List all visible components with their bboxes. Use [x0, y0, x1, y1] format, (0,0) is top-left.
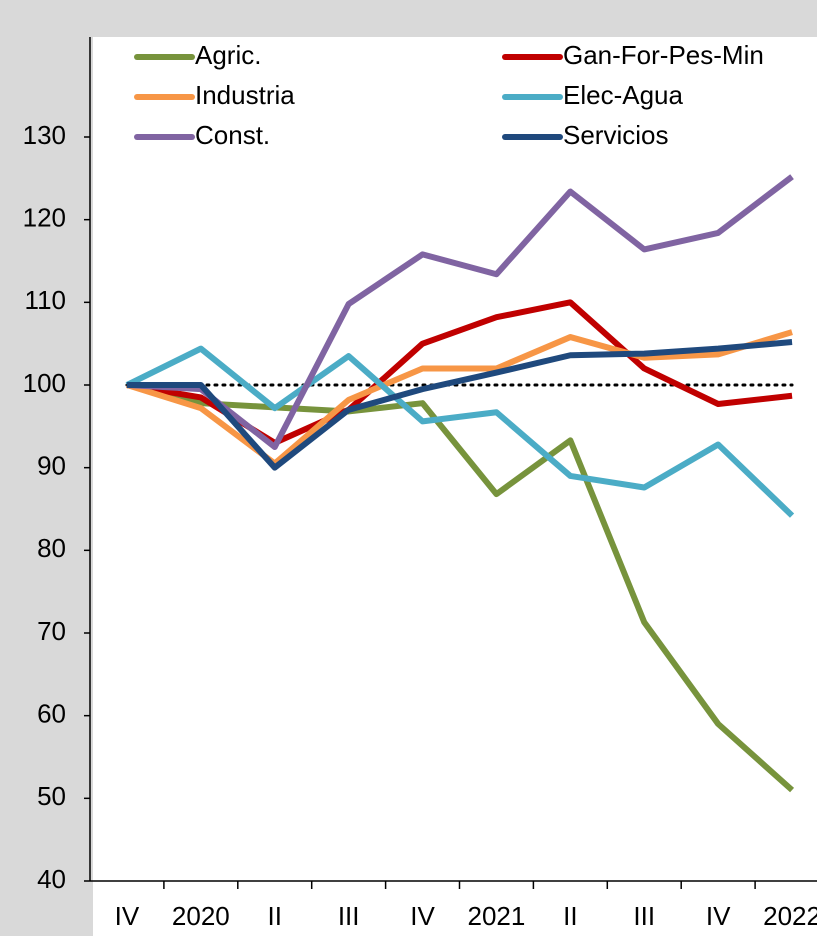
- series-line: [126, 174, 794, 450]
- y-tick-label: 50: [37, 781, 66, 811]
- series-line: [126, 339, 793, 471]
- x-tick-label: IV: [115, 901, 140, 931]
- x-tick-label: IV: [410, 901, 435, 931]
- y-tick-label: 70: [37, 616, 66, 646]
- legend-label: Const.: [195, 120, 270, 150]
- x-tick-label: 2020: [172, 901, 230, 931]
- y-tick-label: 60: [37, 699, 66, 729]
- legend-label: Agric.: [195, 40, 261, 70]
- series-line: [125, 345, 795, 518]
- x-tick-label: 2022: [763, 901, 817, 931]
- legend-label: Gan-For-Pes-Min: [563, 40, 764, 70]
- y-tick-label: 120: [23, 203, 66, 233]
- y-tick-label: 130: [23, 120, 66, 150]
- y-tick-label: 90: [37, 451, 66, 481]
- series-line: [126, 329, 793, 467]
- legend-label: Industria: [195, 80, 295, 110]
- legend-label: Servicios: [563, 120, 668, 150]
- series-line: [126, 382, 795, 793]
- x-tick-label: III: [338, 901, 360, 931]
- x-tick-label: 2021: [468, 901, 526, 931]
- y-tick-label: 110: [25, 285, 66, 315]
- plot-area: [93, 37, 817, 936]
- x-tick-label: II: [563, 901, 577, 931]
- legend-label: Elec-Agua: [563, 80, 683, 110]
- y-tick-label: 80: [37, 533, 66, 563]
- y-tick-label: 100: [23, 368, 66, 398]
- x-tick-label: II: [268, 901, 282, 931]
- x-tick-label: III: [633, 901, 655, 931]
- x-tick-label: IV: [706, 901, 731, 931]
- y-tick-label: 40: [37, 864, 66, 894]
